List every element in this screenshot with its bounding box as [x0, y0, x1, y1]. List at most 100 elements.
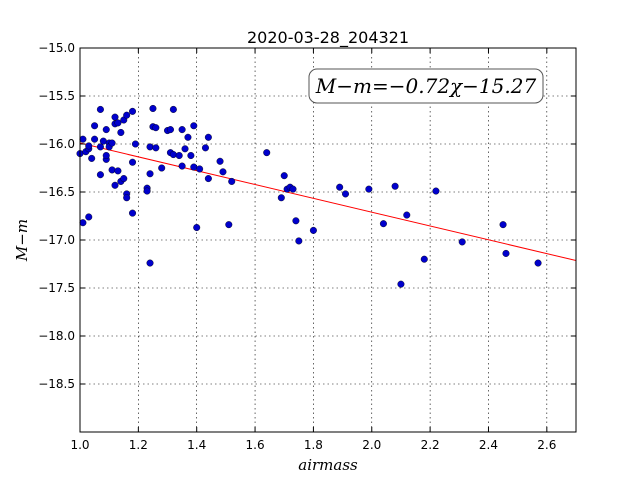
x-tick-label: 1.6 [246, 438, 265, 452]
data-point [146, 170, 154, 178]
x-tick-label: 2.2 [421, 438, 440, 452]
data-point [91, 122, 99, 130]
data-point [365, 185, 373, 193]
data-point [146, 143, 154, 151]
fit-equation: M−m=−0.72χ−15.27 [315, 74, 537, 98]
data-point [178, 162, 186, 170]
data-point [149, 104, 157, 112]
data-point [91, 135, 99, 143]
x-tick-label: 2.0 [362, 438, 381, 452]
data-point [146, 259, 154, 267]
data-point [79, 135, 87, 143]
data-point [111, 181, 119, 189]
fit-line [79, 142, 577, 262]
data-point [379, 220, 387, 228]
data-point [216, 157, 224, 165]
data-point [152, 124, 160, 132]
fit-equation-frame [308, 68, 544, 104]
y-tick-label: −16.5 [38, 185, 75, 199]
data-point [111, 113, 119, 121]
data-point [166, 126, 174, 134]
data-point [432, 187, 440, 195]
data-point [277, 194, 285, 202]
data-point [102, 126, 110, 134]
data-point [169, 151, 177, 159]
data-point [96, 171, 104, 179]
x-tick-label: 2.4 [479, 438, 498, 452]
data-point [420, 255, 428, 263]
y-tick-label: −16.0 [38, 137, 75, 151]
data-point [204, 175, 212, 183]
chart-title: 2020-03-28_204321 [247, 28, 409, 48]
data-point [99, 137, 107, 145]
data-point [403, 211, 411, 219]
data-point [96, 143, 104, 151]
data-point [219, 168, 227, 176]
y-axis-label: M−m [13, 219, 31, 262]
x-tick-label: 1.4 [187, 438, 206, 452]
data-point [88, 154, 96, 162]
data-point [79, 219, 87, 227]
data-point [152, 144, 160, 152]
data-point [228, 177, 236, 185]
x-tick-label: 1.2 [129, 438, 148, 452]
data-point [85, 142, 93, 150]
data-point [123, 111, 131, 119]
y-axis-ticks: −15.0 −15.5 −16.0 −16.5 −17.0 −17.5 −18.0 −18.5 [38, 41, 576, 391]
data-point [178, 126, 186, 134]
data-point [129, 209, 137, 217]
data-points [76, 104, 542, 288]
y-tick-label: −17.5 [38, 281, 75, 295]
data-point [129, 107, 137, 115]
data-point [225, 221, 233, 229]
data-point [190, 163, 198, 171]
y-tick-label: −17.0 [38, 233, 75, 247]
data-point [204, 133, 212, 141]
data-point [502, 249, 510, 257]
data-point [499, 221, 507, 229]
data-point [143, 187, 151, 195]
data-point [289, 185, 297, 193]
data-point [123, 194, 131, 202]
x-tick-label: 1.0 [70, 438, 89, 452]
data-point [292, 217, 300, 225]
data-point [96, 105, 104, 113]
data-point [120, 175, 128, 183]
fit-equation-box: M−m=−0.72χ−15.27 [308, 68, 544, 104]
data-point [280, 172, 288, 180]
data-point [129, 158, 137, 166]
data-point [158, 164, 166, 172]
data-point [391, 182, 399, 190]
data-point [193, 224, 201, 232]
data-point [169, 105, 177, 113]
data-point [458, 238, 466, 246]
data-point [196, 165, 204, 173]
data-point [187, 152, 195, 160]
y-tick-label: −15.0 [38, 41, 75, 55]
data-point [342, 190, 350, 198]
data-point [131, 140, 139, 148]
x-axis-label: airmass [298, 456, 358, 474]
data-point [117, 128, 125, 136]
data-point [534, 259, 542, 267]
data-point [108, 139, 116, 147]
data-point [336, 183, 344, 191]
data-point [184, 133, 192, 141]
data-point [108, 166, 116, 174]
data-point [190, 122, 198, 130]
data-point [295, 237, 303, 245]
y-tick-label: −15.5 [38, 89, 75, 103]
data-point [102, 152, 110, 160]
x-tick-label: 1.8 [304, 438, 323, 452]
data-point [263, 149, 271, 157]
fit-line-layer [79, 142, 577, 262]
y-tick-label: −18.0 [38, 329, 75, 343]
data-point [175, 152, 183, 160]
data-point [397, 280, 405, 288]
x-tick-label: 2.6 [537, 438, 556, 452]
data-point [85, 213, 93, 221]
data-point [309, 226, 317, 234]
x-axis-ticks: 1.0 1.2 1.4 1.6 1.8 2.0 2.2 2.4 2.6 [70, 48, 556, 452]
data-point [181, 145, 189, 153]
